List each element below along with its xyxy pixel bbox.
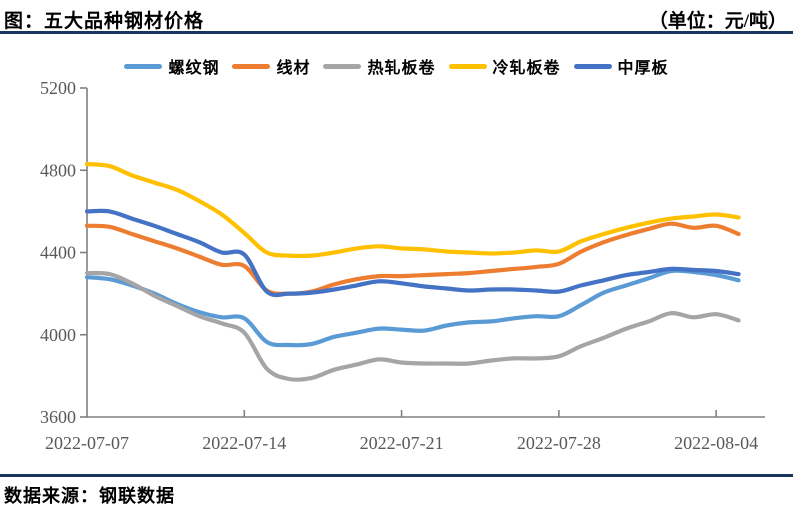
legend-item-hot-rolled-coil: 热轧板卷 xyxy=(323,54,435,78)
chart-legend: 螺纹钢 线材 热轧板卷 冷轧板卷 中厚板 xyxy=(0,55,793,77)
y-tick-label: 4000 xyxy=(40,325,76,345)
legend-swatch-medium-plate xyxy=(573,63,612,69)
series-line-medium-plate xyxy=(84,208,741,298)
legend-item-cold-rolled-coil: 冷轧板卷 xyxy=(448,54,561,78)
header-divider xyxy=(0,31,793,34)
y-tick-label: 5200 xyxy=(40,78,76,98)
chart-title: 图：五大品种钢材价格 xyxy=(4,11,205,32)
series-line-wire-rod xyxy=(84,221,741,296)
legend-swatch-cold-rolled-coil xyxy=(448,63,487,69)
x-tick-label: 2022-07-07 xyxy=(45,433,129,453)
x-tick-label: 2022-08-04 xyxy=(674,433,758,453)
legend-item-rebar: 螺纹钢 xyxy=(124,54,219,78)
y-tick-label: 4400 xyxy=(40,243,76,263)
legend-swatch-hot-rolled-coil xyxy=(323,63,362,69)
y-tick-label: 4800 xyxy=(40,160,76,180)
legend-swatch-rebar xyxy=(124,63,163,69)
unit-label: （单位：元/吨） xyxy=(648,11,787,32)
x-tick-label: 2022-07-21 xyxy=(360,433,444,453)
y-tick-label: 3600 xyxy=(40,407,76,427)
chart-header: 图：五大品种钢材价格 （单位：元/吨） xyxy=(0,4,793,32)
x-tick-label: 2022-07-14 xyxy=(202,433,286,453)
series-line-hot-rolled-coil xyxy=(84,270,741,382)
legend-label-medium-plate: 中厚板 xyxy=(617,60,669,77)
series-line-cold-rolled-coil xyxy=(84,162,741,259)
legend-label-cold-rolled-coil: 冷轧板卷 xyxy=(492,60,561,77)
series-line-rebar xyxy=(84,268,741,348)
legend-item-wire-rod: 线材 xyxy=(232,54,310,78)
legend-label-rebar: 螺纹钢 xyxy=(168,60,220,77)
legend-label-hot-rolled-coil: 热轧板卷 xyxy=(367,60,436,77)
legend-item-medium-plate: 中厚板 xyxy=(573,54,669,78)
data-source: 数据来源：钢联数据 xyxy=(4,486,175,506)
x-tick-label: 2022-07-28 xyxy=(517,433,601,453)
legend-label-wire-rod: 线材 xyxy=(276,60,311,77)
footer-divider xyxy=(0,474,793,477)
legend-swatch-wire-rod xyxy=(232,63,271,69)
